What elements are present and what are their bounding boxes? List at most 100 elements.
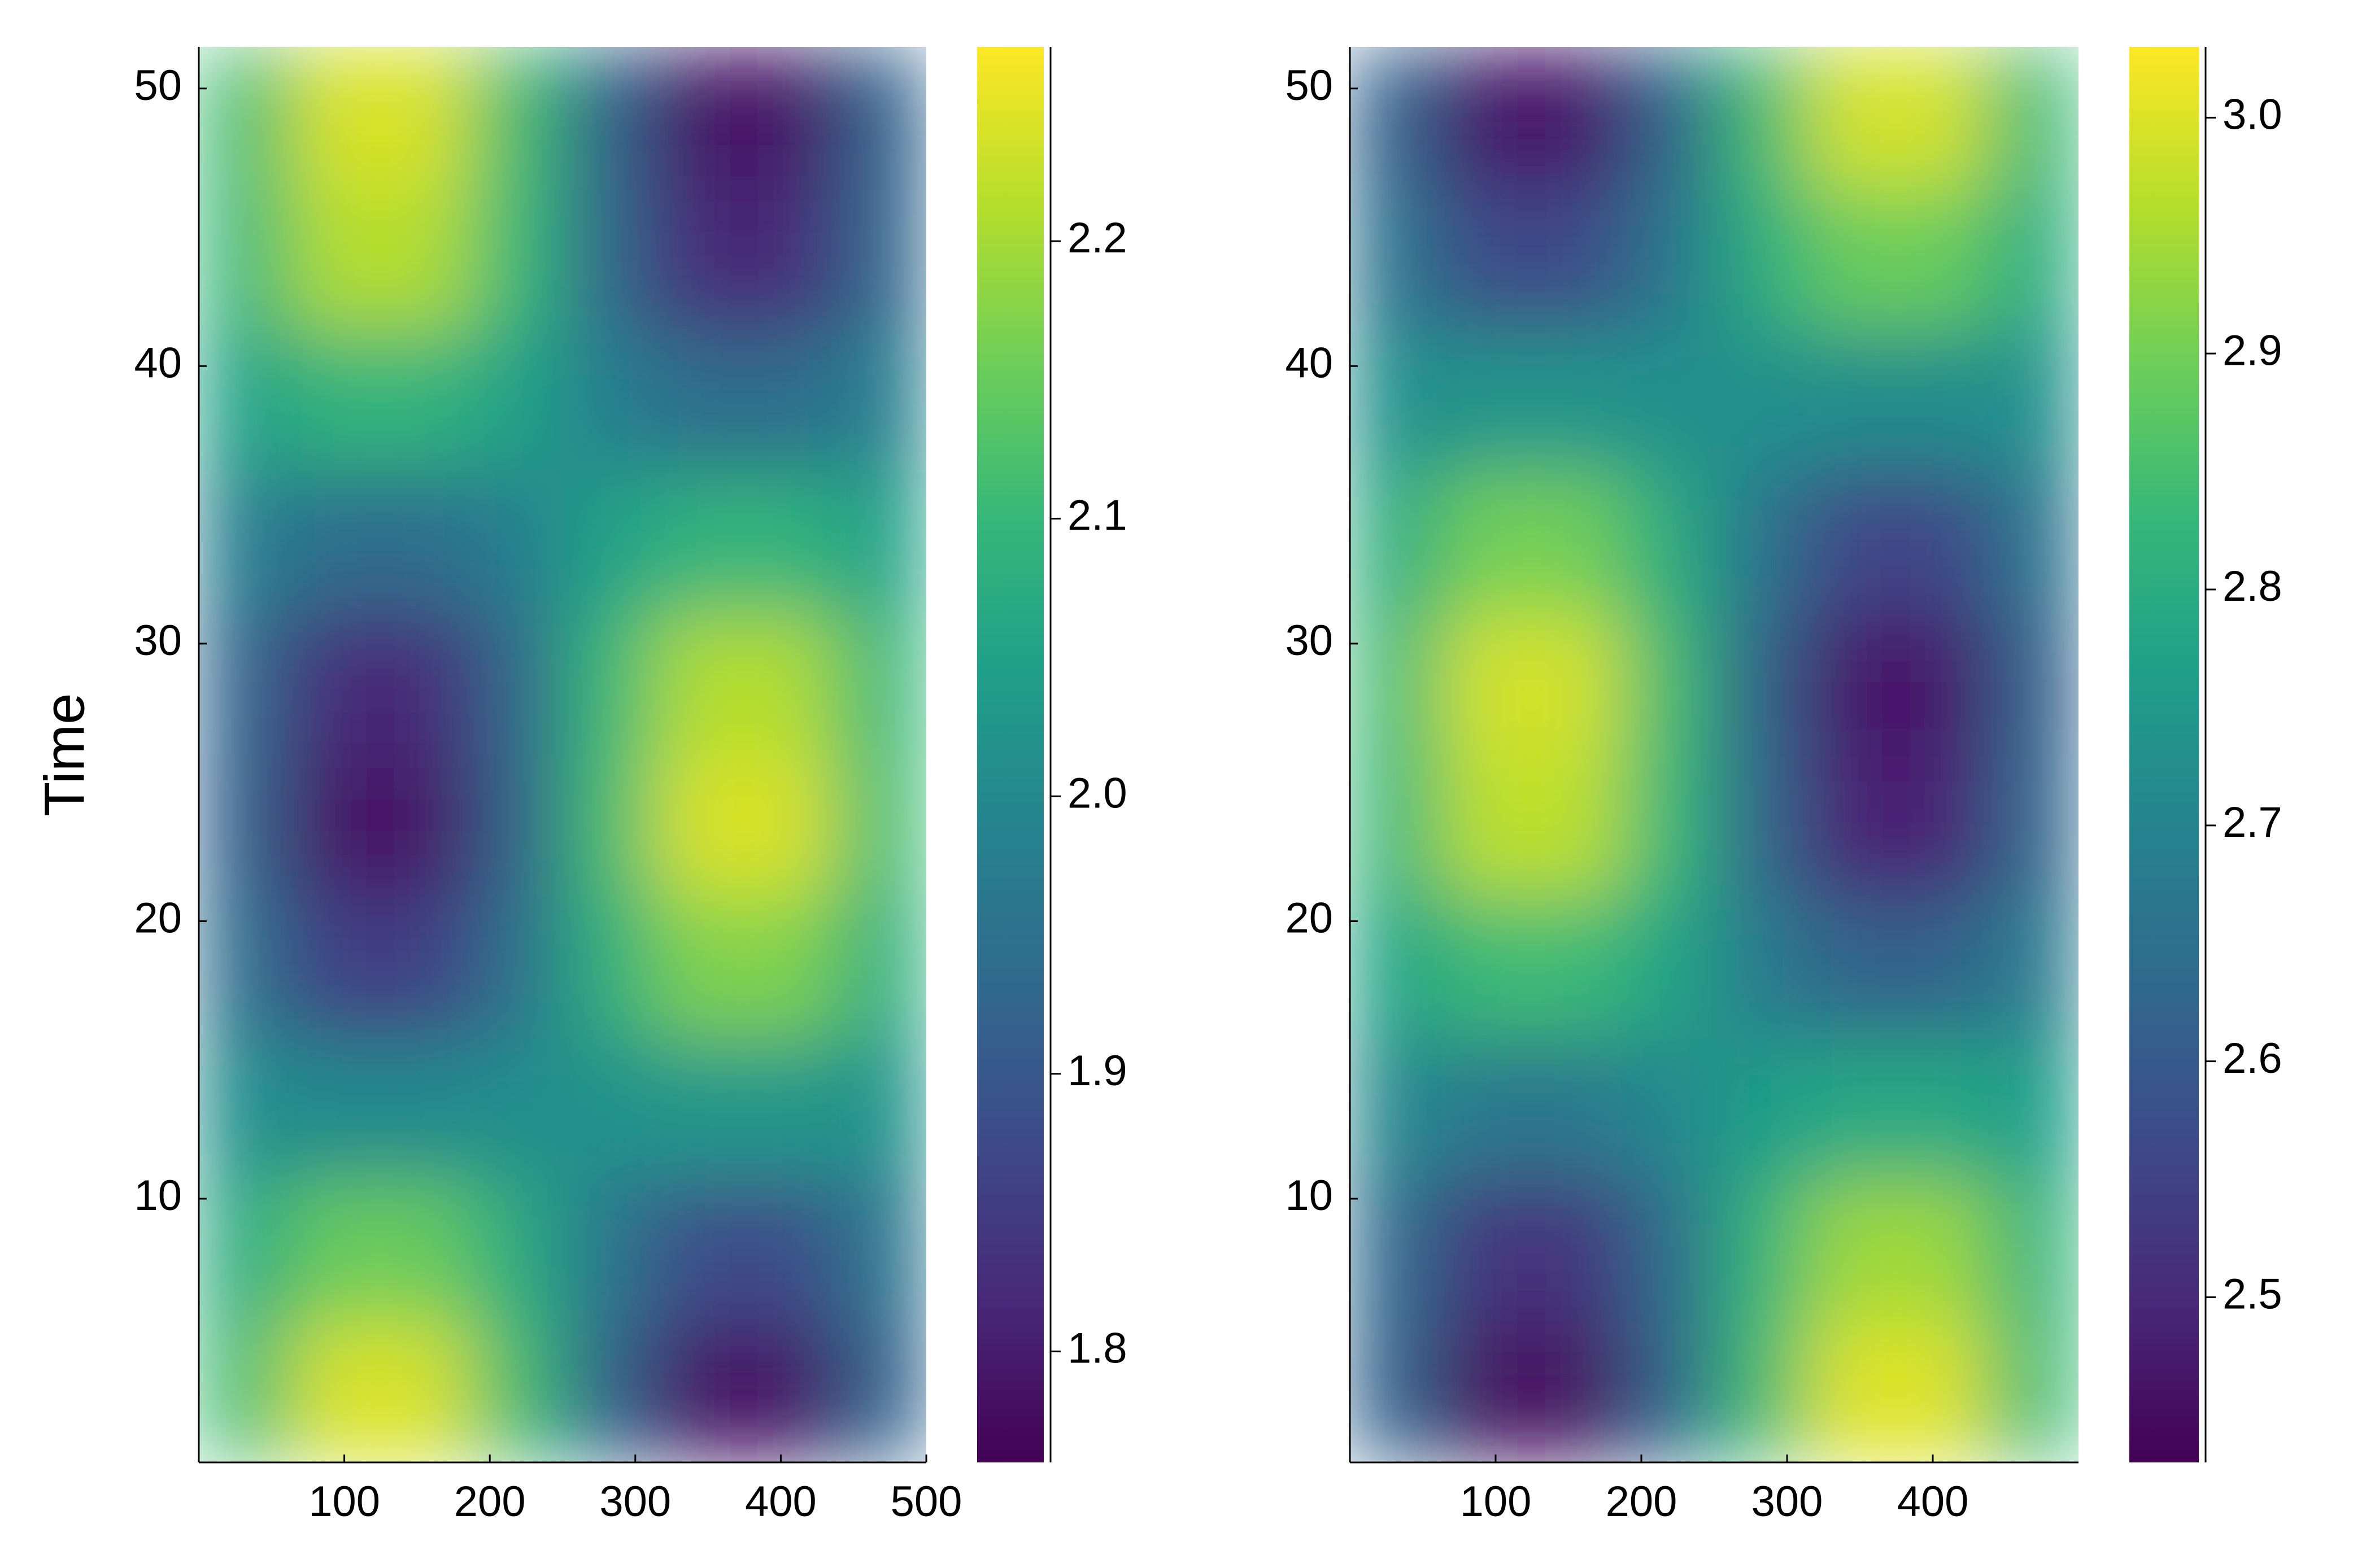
heat-cell <box>744 1320 836 1462</box>
heat-cell <box>380 612 472 755</box>
heat-cell <box>1986 896 2079 1038</box>
heat-cell <box>1440 754 1533 897</box>
heat-cell <box>380 1178 472 1322</box>
heat-cell <box>199 1320 290 1462</box>
x-tick-label: 400 <box>1897 1478 1969 1526</box>
heat-cell <box>289 754 381 897</box>
heat-cell <box>562 896 654 1038</box>
heat-cell <box>1350 754 1442 897</box>
heat-cell <box>562 1320 654 1462</box>
heat-cell <box>289 612 381 755</box>
y-tick-label: 30 <box>1285 617 1333 665</box>
heat-cell <box>653 1320 745 1462</box>
heat-cell <box>1896 754 1988 897</box>
heat-cell <box>1622 187 1715 331</box>
heat-cell <box>1622 1178 1715 1322</box>
heat-cell <box>835 896 926 1038</box>
heat-cell <box>1440 896 1533 1038</box>
heat-cell <box>471 329 563 473</box>
heat-cell <box>199 754 290 897</box>
y-tick-label: 10 <box>134 1172 182 1220</box>
heat-cell <box>1896 1320 1988 1462</box>
y-axis-label: Time <box>33 693 96 816</box>
x-tick-label: 400 <box>745 1478 817 1526</box>
heat-cell <box>1440 1178 1533 1322</box>
heat-cell <box>653 1178 745 1322</box>
heat-cell <box>1440 187 1533 331</box>
y-tick-label: 50 <box>1285 62 1333 110</box>
heat-cell <box>471 1320 563 1462</box>
heat-cell <box>1440 471 1533 614</box>
x-tick-label: 300 <box>1751 1478 1823 1526</box>
heat-cell <box>744 754 836 897</box>
y-tick-label: 30 <box>134 617 182 665</box>
heat-cell <box>835 1178 926 1322</box>
heat-cell <box>1896 47 1988 189</box>
heat-cell <box>835 1320 926 1462</box>
y-tick-label: 20 <box>1285 894 1333 942</box>
x-tick-label: 100 <box>1460 1478 1532 1526</box>
y-tick-label: 40 <box>1285 339 1333 387</box>
heat-cell <box>199 1037 290 1180</box>
heat-cell <box>1896 471 1988 614</box>
heat-cell <box>562 1037 654 1180</box>
heat-cell <box>1714 754 1806 897</box>
x-tick-label: 500 <box>891 1478 962 1526</box>
heat-cell <box>1531 612 1624 755</box>
heat-cell <box>1986 329 2079 473</box>
heat-cell <box>1805 187 1897 331</box>
heatmap <box>199 47 926 1462</box>
heat-cell <box>653 896 745 1038</box>
heat-cell <box>1350 1037 1442 1180</box>
heat-cell <box>1622 754 1715 897</box>
heat-cell <box>380 471 472 614</box>
heat-cell <box>1714 896 1806 1038</box>
colorbar-tick-label: 1.9 <box>1067 1047 1127 1095</box>
heat-cell <box>471 187 563 331</box>
heat-cell <box>835 329 926 473</box>
heat-cell <box>380 754 472 897</box>
heat-cell <box>380 1037 472 1180</box>
heat-cell <box>471 612 563 755</box>
heat-cell <box>289 329 381 473</box>
heat-cell <box>1896 187 1988 331</box>
heat-cell <box>1714 187 1806 331</box>
heat-cell <box>1531 471 1624 614</box>
heat-cell <box>471 896 563 1038</box>
heat-cell <box>1440 1320 1533 1462</box>
colorbar-tick-label: 3.0 <box>2223 90 2282 138</box>
heat-cell <box>744 329 836 473</box>
heat-cell <box>1805 612 1897 755</box>
heat-cell <box>289 896 381 1038</box>
heat-cell <box>1986 471 2079 614</box>
heat-cell <box>1986 47 2079 189</box>
heat-cell <box>1805 896 1897 1038</box>
heat-cell <box>653 754 745 897</box>
heat-cell <box>1896 1178 1988 1322</box>
heat-cell <box>744 1037 836 1180</box>
heat-cell <box>1622 612 1715 755</box>
heat-cell <box>1440 1037 1533 1180</box>
heat-cell <box>199 471 290 614</box>
heat-cell <box>1440 329 1533 473</box>
heat-cell <box>1531 47 1624 189</box>
heat-cell <box>744 612 836 755</box>
heat-cell <box>289 47 381 189</box>
colorbar-tick-label: 1.8 <box>1067 1324 1127 1372</box>
heat-cell <box>380 47 472 189</box>
heat-cell <box>653 47 745 189</box>
colorbar-tick-label: 2.7 <box>2223 798 2282 846</box>
heat-cell <box>744 1178 836 1322</box>
heat-cell <box>744 187 836 331</box>
heat-cell <box>1531 1320 1624 1462</box>
heat-cell <box>1531 329 1624 473</box>
heat-cell <box>653 329 745 473</box>
heat-cell <box>1531 754 1624 897</box>
colorbar-tick-label: 2.9 <box>2223 326 2282 374</box>
colorbar-tick-label: 2.8 <box>2223 562 2282 610</box>
heat-cell <box>1986 187 2079 331</box>
heat-cell <box>1986 1037 2079 1180</box>
heat-cell <box>1714 612 1806 755</box>
x-tick-label: 300 <box>599 1478 671 1526</box>
